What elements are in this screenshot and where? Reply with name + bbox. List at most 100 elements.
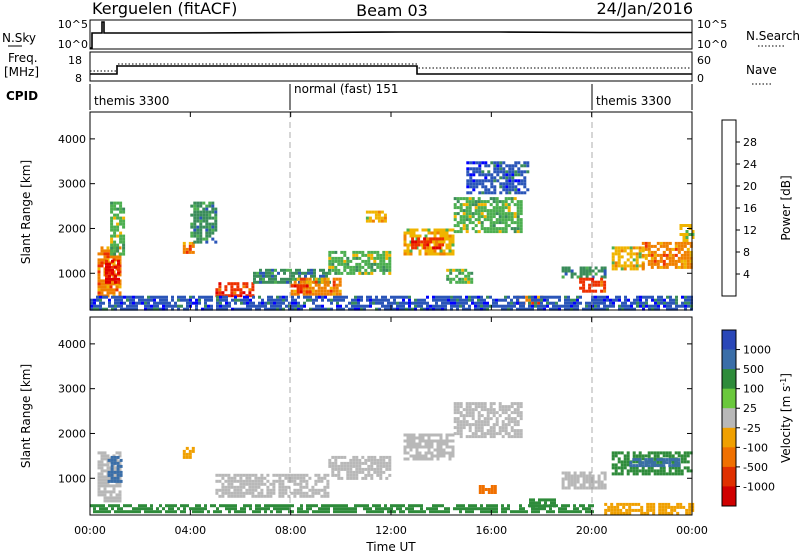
heatmap-cell-velocity-3: [239, 491, 243, 495]
heatmap-cell-power-22: [576, 304, 579, 308]
heatmap-cell-power-7: [311, 286, 315, 290]
heatmap-cell-power-22: [615, 295, 618, 299]
heatmap-cell-velocity-3: [308, 494, 312, 498]
heatmap-cell-velocity-3: [227, 491, 231, 495]
heatmap-cell-velocity-13: [501, 510, 504, 514]
heatmap-cell-power-17: [564, 266, 568, 270]
heatmap-cell-power-13: [516, 224, 520, 228]
heatmap-cell-velocity-4: [352, 473, 356, 477]
heatmap-cell-power-4: [196, 225, 200, 229]
heatmap-cell-velocity-6: [513, 432, 517, 436]
heatmap-cell-power-22: [171, 298, 174, 302]
heatmap-cell-power-5: [239, 291, 243, 295]
heatmap-cell-power-13: [498, 227, 502, 231]
heatmap-cell-velocity-3: [224, 479, 228, 483]
heatmap-cell-power-19: [611, 255, 615, 259]
heatmap-cell-velocity-13: [102, 504, 105, 508]
heatmap-cell-velocity-4: [388, 467, 392, 471]
heatmap-cell-power-11: [430, 252, 434, 256]
heatmap-cell-velocity-13: [93, 507, 96, 511]
heatmap-cell-power-14: [466, 170, 470, 174]
heatmap-cell-power-4: [196, 210, 200, 214]
heatmap-cell-power-17: [582, 266, 586, 270]
heatmap-cell-velocity-5: [412, 457, 416, 461]
heatmap-cell-velocity-10: [641, 469, 645, 473]
heatmap-cell-velocity-0: [103, 490, 107, 494]
heatmap-cell-velocity-13: [279, 507, 282, 511]
heatmap-cell-power-22: [171, 307, 174, 311]
heatmap-cell-power-22: [603, 307, 606, 311]
heatmap-cell-velocity-7: [490, 488, 494, 491]
heatmap-cell-velocity-5: [451, 439, 455, 443]
heatmap-cell-power-13: [519, 218, 523, 222]
heatmap-cell-velocity-0: [97, 451, 101, 455]
heatmap-cell-velocity-6: [513, 408, 517, 412]
heatmap-cell-velocity-13: [576, 507, 579, 511]
heatmap-cell-power-6: [256, 274, 259, 278]
heatmap-cell-power-22: [402, 298, 405, 302]
heatmap-cell-velocity-13: [282, 504, 285, 508]
heatmap-cell-velocity-4: [355, 476, 359, 480]
heatmap-cell-power-5: [218, 291, 222, 295]
heatmap-cell-power-14: [511, 176, 515, 180]
heatmap-cell-velocity-9: [573, 471, 577, 475]
heatmap-cell-power-17: [600, 275, 604, 279]
heatmap-cell-power-13: [516, 200, 520, 204]
heatmap-cell-velocity-0: [112, 487, 116, 491]
heatmap-cell-power-18: [588, 289, 592, 293]
heatmap-cell-power-4: [190, 225, 194, 229]
heatmap-cell-power-7: [320, 280, 324, 284]
heatmap-cell-velocity-5: [418, 433, 422, 437]
heatmap-cell-power-5: [227, 282, 231, 286]
heatmap-cell-velocity-1: [110, 473, 114, 477]
heatmap-cell-velocity-6: [492, 408, 496, 412]
heatmap-cell-velocity-3: [227, 488, 231, 492]
heatmap-cell-power-22: [576, 307, 579, 311]
heatmap-cell-power-22: [246, 295, 249, 299]
heatmap-cell-velocity-6: [456, 402, 460, 406]
heatmap-cell-power-13: [459, 209, 463, 213]
heatmap-cell-power-0: [100, 249, 104, 253]
heatmap-cell-power-20: [650, 253, 654, 257]
heatmap-cell-power-7: [302, 280, 306, 284]
heatmap-cell-power-9: [373, 268, 377, 272]
heatmap-cell-power-22: [504, 304, 507, 308]
heatmap-cell-velocity-4: [370, 467, 374, 471]
heatmap-cell-power-11: [445, 246, 449, 250]
heatmap-cell-power-7: [329, 292, 333, 296]
heatmap-cell-velocity-3: [236, 488, 240, 492]
heatmap-cell-power-13: [495, 197, 499, 201]
heatmap-cell-velocity-13: [504, 510, 507, 514]
heatmap-cell-velocity-13: [297, 510, 300, 514]
station-title: Kerguelen (fitACF): [92, 0, 237, 18]
heatmap-cell-power-13: [474, 203, 478, 207]
heatmap-cell-power-4: [211, 216, 215, 220]
heatmap-cell-velocity-13: [195, 507, 198, 511]
heatmap-cell-power-1: [108, 274, 111, 278]
heatmap-cell-velocity-3: [266, 494, 270, 498]
heatmap-cell-velocity-13: [396, 504, 399, 508]
heatmap-cell-velocity-3: [230, 494, 234, 498]
heatmap-cell-velocity-12: [652, 502, 656, 506]
heatmap-cell-power-22: [165, 304, 168, 308]
heatmap-cell-power-13: [477, 203, 481, 207]
heatmap-cell-velocity-3: [248, 488, 252, 492]
heatmap-cell-power-6: [292, 271, 295, 275]
heatmap-cell-power-1: [108, 268, 111, 272]
heatmap-cell-velocity-4: [358, 467, 362, 471]
heatmap-cell-power-22: [309, 295, 312, 299]
heatmap-cell-power-22: [99, 301, 102, 305]
heatmap-cell-power-2: [119, 204, 123, 208]
heatmap-cell-power-2: [110, 249, 114, 253]
heatmap-cell-velocity-12: [604, 511, 608, 515]
heatmap-cell-power-4: [196, 240, 200, 244]
heatmap-cell-power-22: [552, 295, 555, 299]
heatmap-cell-power-4: [202, 201, 206, 205]
heatmap-cell-velocity-4: [385, 464, 389, 468]
heatmap-cell-velocity-4: [331, 470, 335, 474]
heatmap-cell-velocity-0: [115, 499, 119, 503]
heatmap-cell-velocity-12: [658, 508, 662, 512]
heatmap-cell-velocity-12: [640, 508, 644, 512]
heatmap-cell-velocity-12: [667, 505, 671, 509]
